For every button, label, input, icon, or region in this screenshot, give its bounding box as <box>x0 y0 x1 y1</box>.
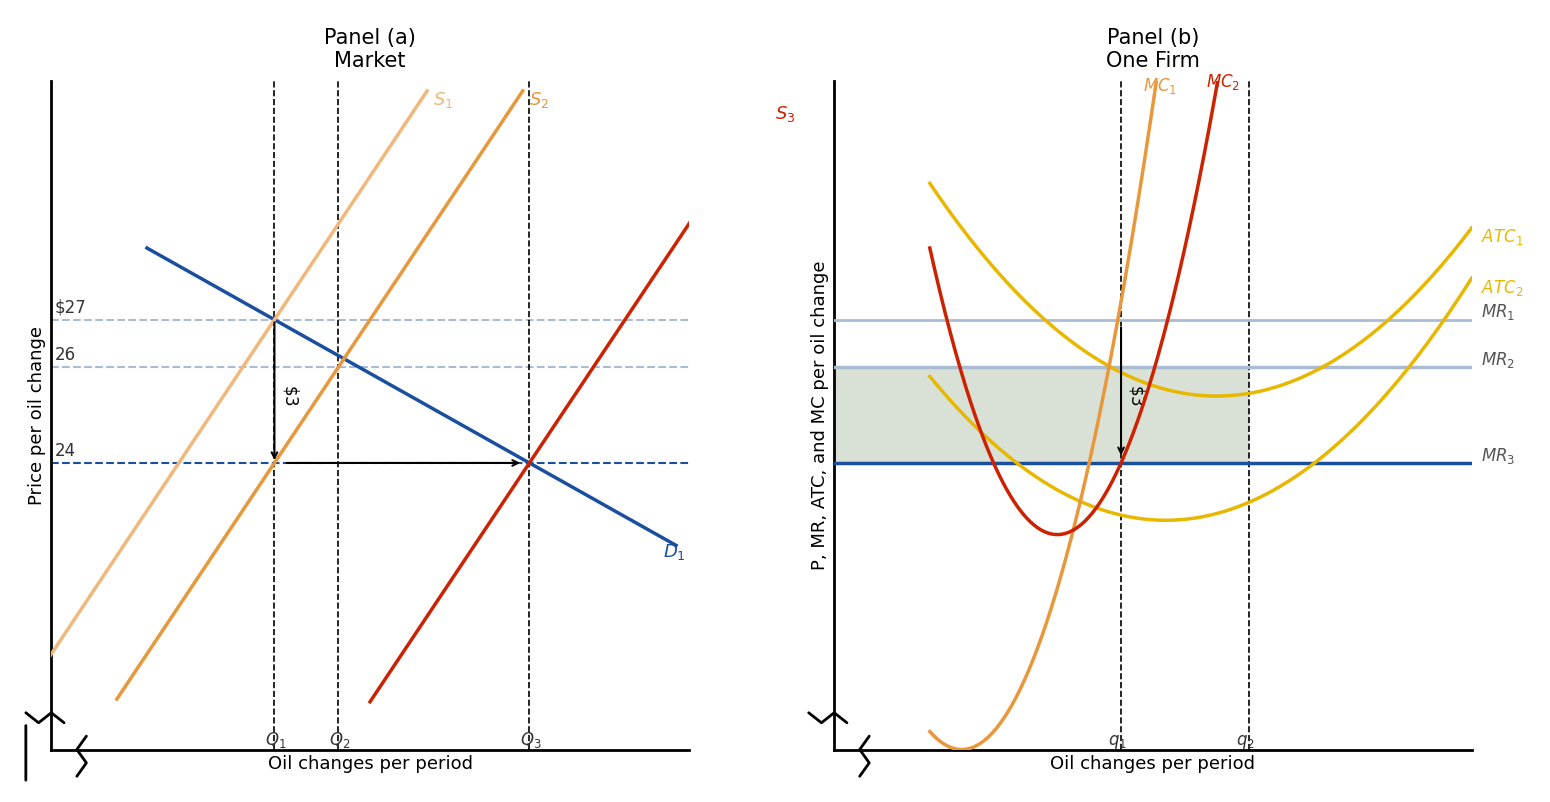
Text: $27: $27 <box>54 298 87 317</box>
Text: $q_2$: $q_2$ <box>1235 733 1254 751</box>
X-axis label: Oil changes per period: Oil changes per period <box>1051 755 1256 773</box>
Text: $ATC_2$: $ATC_2$ <box>1482 277 1524 298</box>
Text: $Q_1$: $Q_1$ <box>265 730 287 750</box>
Text: $MC_2$: $MC_2$ <box>1206 72 1240 92</box>
X-axis label: Oil changes per period: Oil changes per period <box>268 755 473 773</box>
Text: $S_3$: $S_3$ <box>775 104 795 124</box>
Text: $MC_1$: $MC_1$ <box>1142 76 1176 96</box>
Text: $\$3$: $\$3$ <box>1127 383 1147 405</box>
Text: $ATC_1$: $ATC_1$ <box>1482 227 1524 247</box>
Text: $D_1$: $D_1$ <box>663 542 687 562</box>
Title: Panel (b)
One Firm: Panel (b) One Firm <box>1107 28 1200 71</box>
Text: $S_1$: $S_1$ <box>434 91 454 111</box>
Text: $\$3$: $\$3$ <box>281 383 301 405</box>
Title: Panel (a)
Market: Panel (a) Market <box>324 28 415 71</box>
Text: $Q_2$: $Q_2$ <box>329 730 350 750</box>
Y-axis label: P, MR, ATC, and MC per oil change: P, MR, ATC, and MC per oil change <box>811 261 829 570</box>
Y-axis label: Price per oil change: Price per oil change <box>28 326 46 504</box>
Text: $q_1$: $q_1$ <box>1108 733 1127 751</box>
Text: $MR_3$: $MR_3$ <box>1482 446 1516 466</box>
Text: $Q_3$: $Q_3$ <box>519 730 541 750</box>
Text: $MR_2$: $MR_2$ <box>1482 350 1516 370</box>
Text: $S_2$: $S_2$ <box>529 91 549 111</box>
Text: $MR_1$: $MR_1$ <box>1482 302 1516 322</box>
Text: 26: 26 <box>54 346 76 364</box>
Polygon shape <box>834 367 1249 463</box>
Text: 24: 24 <box>54 442 76 460</box>
